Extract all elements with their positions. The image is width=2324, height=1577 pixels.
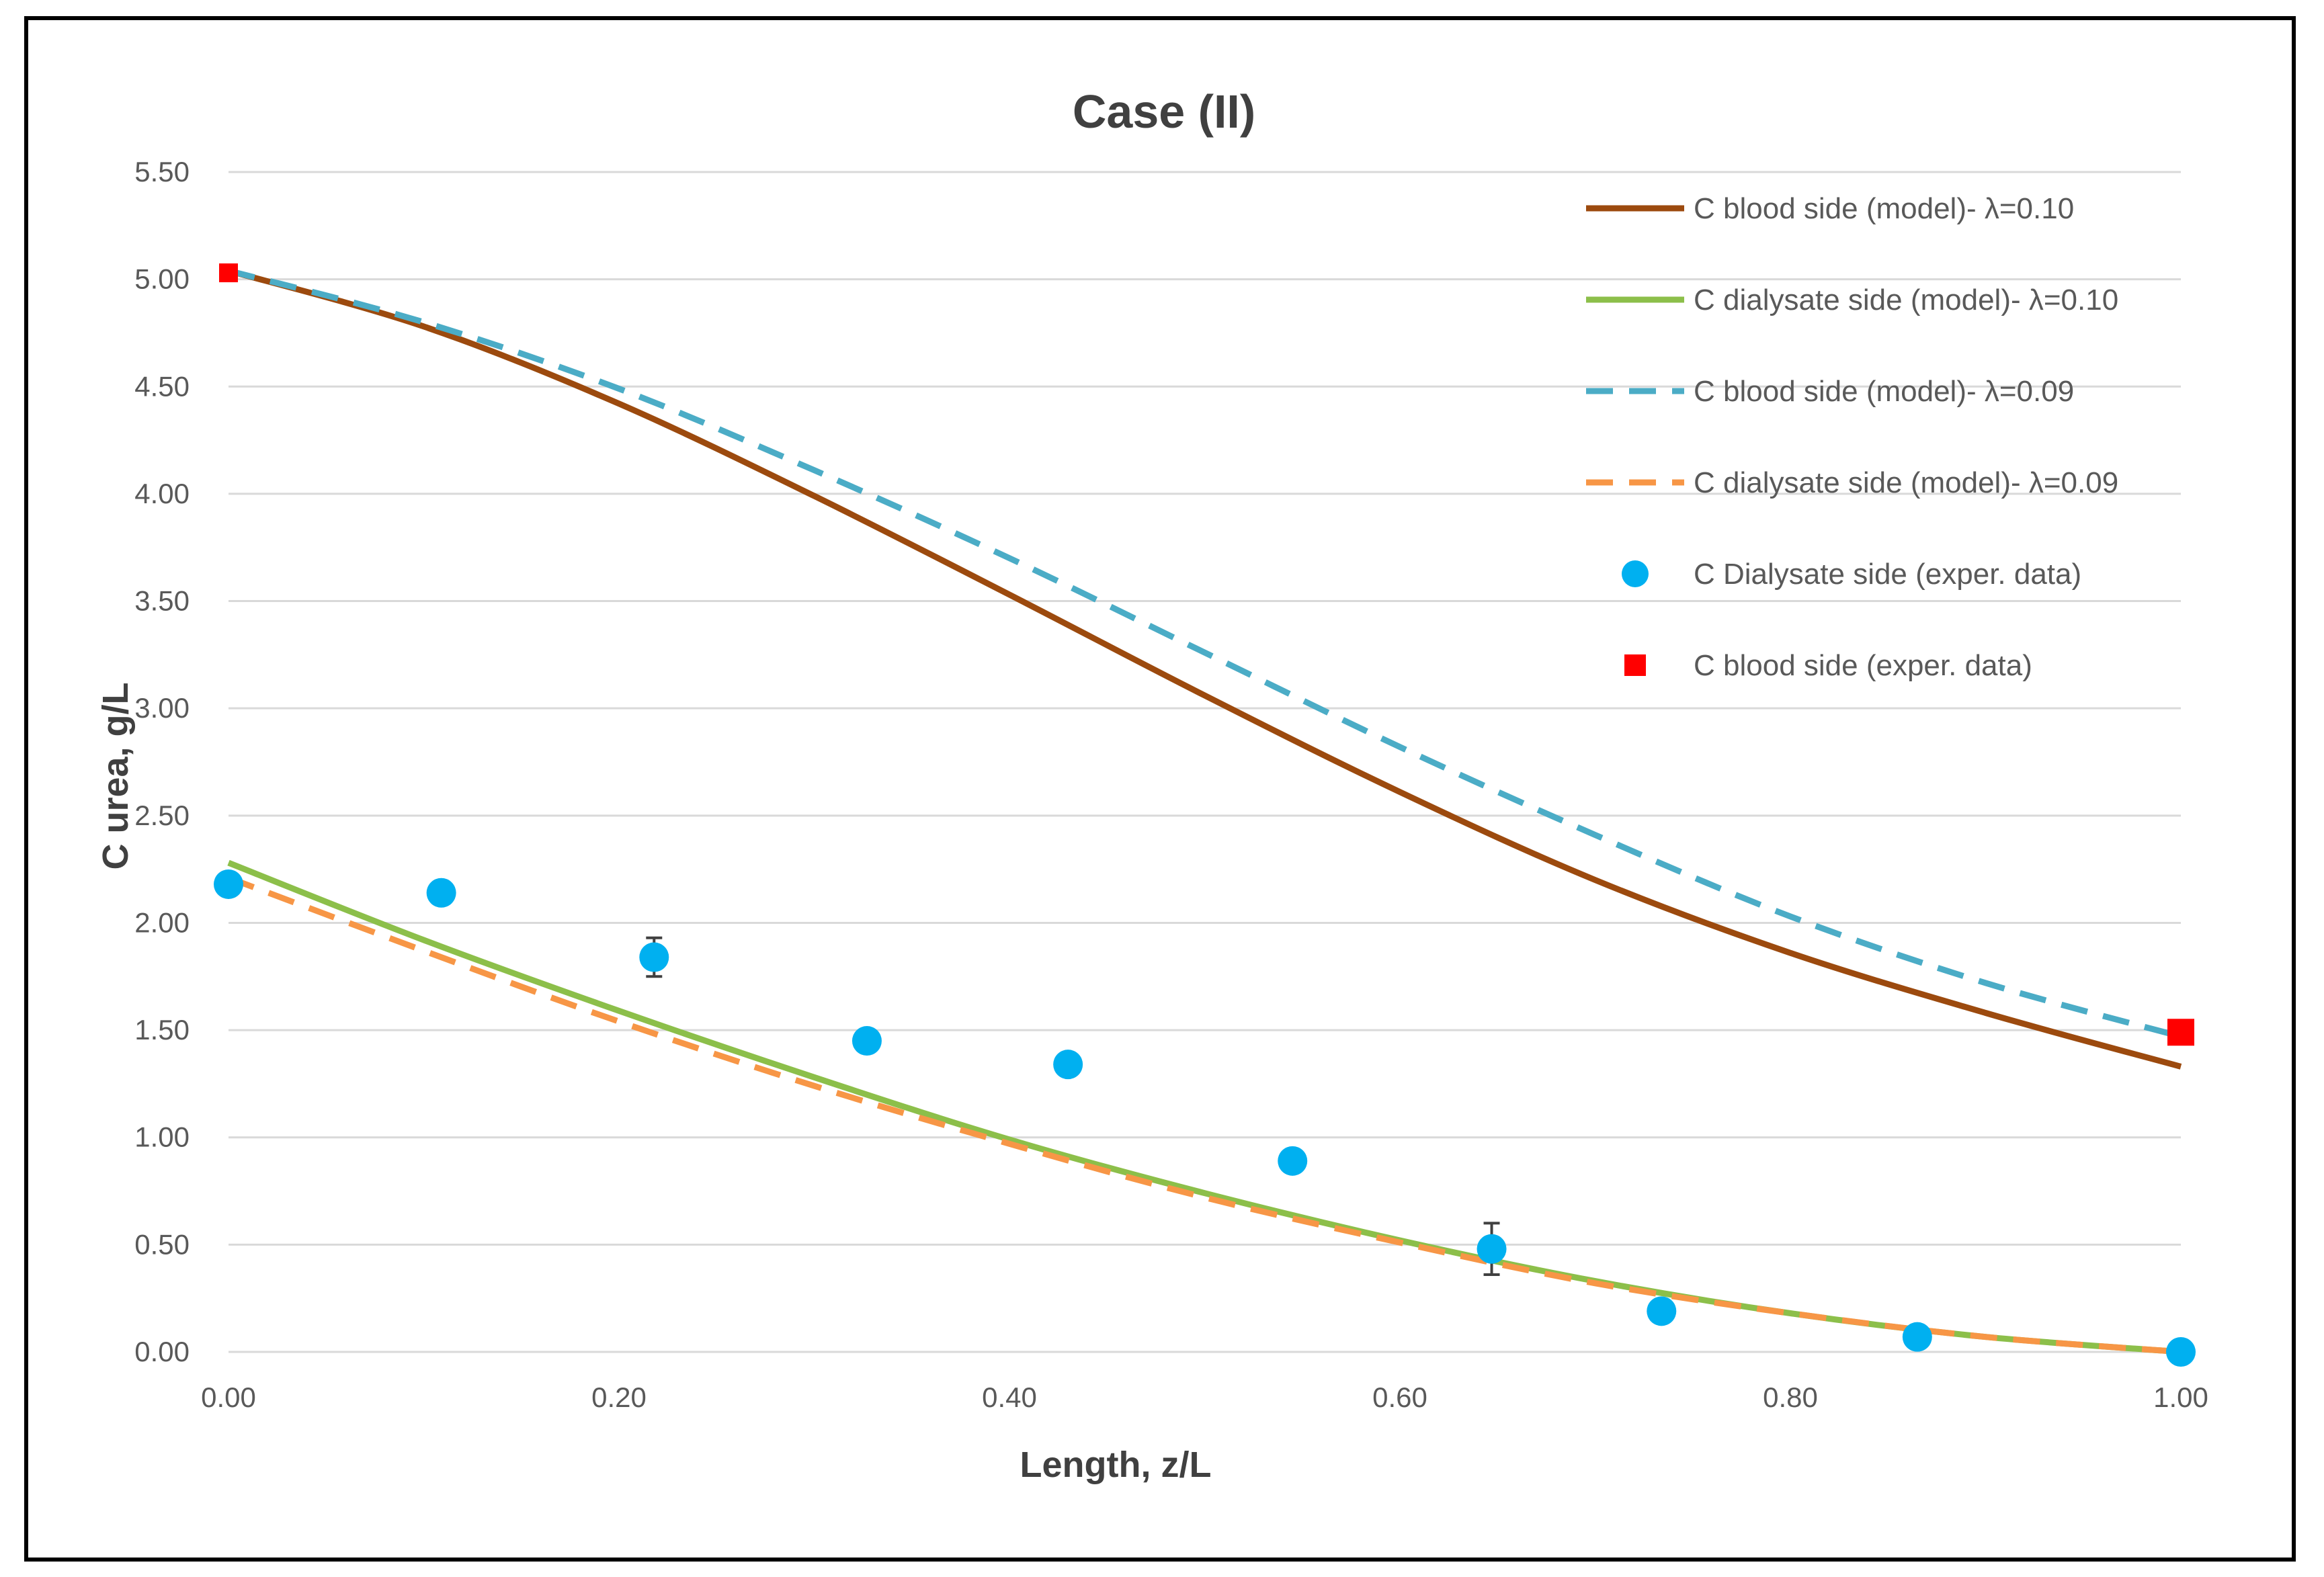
x-tick-label: 0.00 xyxy=(201,1381,256,1413)
y-tick-label: 1.00 xyxy=(134,1121,190,1153)
legend: C blood side (model)- λ=0.10 C dialysate … xyxy=(1586,192,2118,682)
series-line-0 xyxy=(227,267,2182,1070)
legend-label-3: C dialysate side (model)- λ=0.09 xyxy=(1694,466,2118,499)
y-tick-label: 0.50 xyxy=(134,1228,190,1260)
dialysate-data-point xyxy=(639,942,669,972)
y-tick-label: 2.00 xyxy=(134,906,190,938)
legend-symbol-5 xyxy=(1624,654,1646,676)
plot-area xyxy=(214,263,2196,1367)
x-tick-label: 0.60 xyxy=(1372,1381,1427,1413)
dialysate-data-point xyxy=(1053,1050,1083,1080)
y-tick-label: 3.00 xyxy=(134,692,190,724)
y-tick-label: 4.00 xyxy=(134,478,190,509)
y-tick-labels: 0.00 0.50 1.00 1.50 2.00 2.50 3.00 3.50 4.00 4.50… xyxy=(134,156,190,1367)
dialysate-data-point xyxy=(852,1026,882,1056)
legend-label-2: C blood side (model)- λ=0.09 xyxy=(1694,375,2074,408)
legend-label-4: C Dialysate side (exper. data) xyxy=(1694,558,2081,591)
series-line-1 xyxy=(227,859,2182,1355)
y-tick-label: 5.00 xyxy=(134,263,190,295)
chart-title: Case (II) xyxy=(1073,85,1255,138)
legend-label-5: C blood side (exper. data) xyxy=(1694,649,2032,682)
dialysate-data-point xyxy=(1902,1322,1932,1352)
dialysate-data-point xyxy=(426,878,456,908)
x-tick-label: 1.00 xyxy=(2153,1381,2208,1413)
legend-symbol-4 xyxy=(1622,560,1649,587)
blood-data-point xyxy=(2167,1019,2194,1046)
dialysate-data-point xyxy=(2166,1337,2196,1367)
y-axis-title: C urea, g/L xyxy=(95,682,136,869)
y-tick-label: 1.50 xyxy=(134,1014,190,1046)
y-tick-label: 3.50 xyxy=(134,585,190,617)
dialysate-data-point xyxy=(1647,1296,1677,1326)
y-tick-label: 5.50 xyxy=(134,156,190,187)
series-line-2 xyxy=(227,267,2182,1040)
x-tick-label: 0.40 xyxy=(982,1381,1037,1413)
dialysate-data-point xyxy=(1477,1234,1507,1264)
y-tick-label: 4.50 xyxy=(134,370,190,402)
dialysate-data-point xyxy=(1278,1146,1308,1176)
x-tick-label: 0.20 xyxy=(591,1381,647,1413)
x-tick-labels: 0.00 0.20 0.40 0.60 0.80 1.00 xyxy=(201,1381,2208,1413)
x-axis-title: Length, z/L xyxy=(1020,1445,1212,1485)
chart-svg: 0.00 0.50 1.00 1.50 2.00 2.50 3.00 3.50 4.00 4.50… xyxy=(95,85,2208,1485)
legend-label-0: C blood side (model)- λ=0.10 xyxy=(1694,192,2074,225)
y-tick-label: 0.00 xyxy=(134,1336,190,1367)
gridlines xyxy=(229,171,2181,1353)
blood-data-point xyxy=(219,263,238,283)
chart-frame: 0.00 0.50 1.00 1.50 2.00 2.50 3.00 3.50 4.00 4.50… xyxy=(24,16,2296,1562)
x-tick-label: 0.80 xyxy=(1763,1381,1818,1413)
series-line-3 xyxy=(227,875,2182,1355)
dialysate-data-point xyxy=(214,869,243,899)
y-tick-label: 2.50 xyxy=(134,800,190,831)
legend-label-1: C dialysate side (model)- λ=0.10 xyxy=(1694,284,2118,316)
